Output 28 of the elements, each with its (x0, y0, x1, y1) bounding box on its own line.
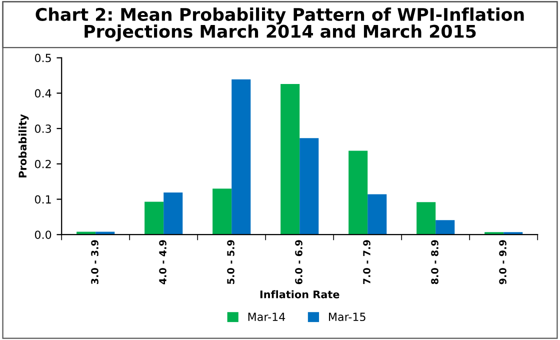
bar (280, 84, 300, 235)
bar (164, 192, 183, 235)
bar (144, 202, 164, 235)
bar (300, 138, 319, 235)
bar (348, 150, 368, 235)
y-tick-label: 0.3 (34, 124, 51, 133)
y-tick-label: 0.0 (34, 230, 52, 239)
y-tick-label: 0.4 (34, 89, 52, 98)
bar (416, 202, 436, 235)
x-tick-label: 7.0 - 7.9 (363, 240, 370, 284)
bar (368, 194, 387, 235)
bar (436, 220, 455, 235)
x-tick-label: 4.0 - 4.9 (159, 240, 166, 284)
y-tick-label: 0.5 (34, 54, 51, 62)
x-tick-label: 3.0 - 3.9 (91, 240, 98, 284)
x-axis-title: Inflation Rate (260, 290, 340, 298)
bar (232, 79, 251, 235)
x-tick-label: 8.0 - 8.9 (431, 240, 438, 284)
y-tick-label: 0.1 (34, 195, 51, 204)
chart-title: Chart 2: Mean Probability Pattern of WPI-Inflation Projections March 2014 and March 2015 (36, 8, 524, 42)
x-tick-label: 6.0 - 6.9 (295, 240, 302, 284)
x-tick-label: 9.0 - 9.9 (499, 240, 506, 284)
legend-label: Mar-14 (248, 312, 286, 322)
y-tick-label: 0.2 (34, 160, 51, 168)
bar (212, 188, 232, 235)
x-tick-label: 5.0 - 5.9 (227, 240, 234, 284)
y-axis-title: Probability (18, 114, 29, 178)
legend-label: Mar-15 (329, 312, 366, 322)
